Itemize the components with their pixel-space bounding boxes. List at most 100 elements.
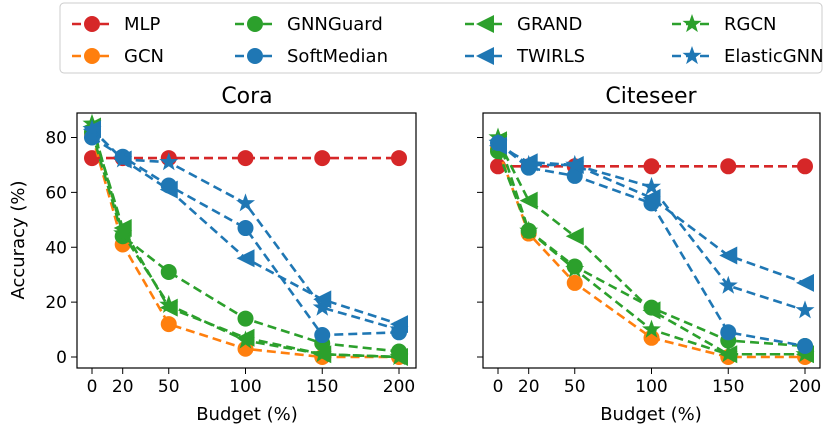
data-point bbox=[237, 310, 254, 327]
data-point bbox=[719, 246, 738, 265]
data-point bbox=[389, 347, 409, 366]
panel-title-citeseer: Citeseer bbox=[605, 84, 697, 109]
legend-label: RGCN bbox=[724, 14, 777, 35]
data-point bbox=[160, 263, 177, 280]
data-point bbox=[82, 119, 102, 138]
legend-entry-grand: GRAND bbox=[465, 14, 582, 35]
data-point bbox=[312, 344, 332, 363]
data-point bbox=[565, 227, 584, 246]
x-tick-label: 200 bbox=[383, 377, 415, 397]
data-point bbox=[718, 344, 738, 363]
x-tick-label: 0 bbox=[493, 377, 504, 397]
data-point bbox=[565, 259, 585, 278]
data-point bbox=[642, 301, 661, 320]
series-line bbox=[496, 139, 805, 356]
legend-label: GNNGuard bbox=[287, 14, 383, 35]
legend-entry-twirls: TWIRLS bbox=[465, 46, 585, 67]
legend-entry-rgcn: RGCN bbox=[672, 14, 777, 35]
data-point bbox=[519, 154, 539, 173]
data-point bbox=[159, 180, 178, 199]
series-line bbox=[497, 144, 806, 285]
legend-marker bbox=[84, 16, 100, 32]
data-point bbox=[488, 133, 508, 152]
data-point bbox=[113, 223, 133, 242]
legend-label: GRAND bbox=[517, 14, 582, 35]
series-mlp bbox=[490, 158, 813, 175]
legend: MLP GCN GNNGuard SoftMedian GRAND TWIRLS RGCN E… bbox=[59, 2, 824, 74]
x-axis-label-cora: Budget (%) bbox=[196, 404, 298, 425]
data-point bbox=[642, 319, 661, 338]
data-point bbox=[160, 316, 177, 333]
legend-entry-gnnguard: GNNGuard bbox=[235, 14, 383, 35]
data-point bbox=[796, 273, 814, 292]
data-point bbox=[565, 154, 585, 173]
legend-marker bbox=[682, 46, 702, 65]
data-point bbox=[236, 249, 255, 268]
legend-marker bbox=[476, 15, 494, 33]
series-line bbox=[90, 134, 399, 359]
data-point bbox=[519, 191, 538, 210]
y-axis-label: Accuracy (%) bbox=[8, 180, 29, 299]
data-point bbox=[566, 274, 583, 291]
data-point bbox=[312, 297, 332, 316]
legend-label: ElasticGNN bbox=[724, 46, 824, 67]
data-point bbox=[237, 220, 254, 237]
legend-frame bbox=[59, 2, 823, 74]
x-tick-label: 20 bbox=[112, 377, 134, 397]
data-point bbox=[389, 319, 409, 338]
data-point bbox=[720, 158, 737, 175]
series-line bbox=[90, 123, 400, 359]
legend-entry-mlp: MLP bbox=[72, 14, 161, 35]
data-point bbox=[236, 193, 255, 212]
x-tick-label: 150 bbox=[712, 377, 744, 397]
data-point bbox=[797, 338, 813, 355]
legend-label: MLP bbox=[124, 14, 161, 35]
data-point bbox=[236, 330, 255, 349]
panel-citeseer: 0 20 50 100 150 200 bbox=[477, 112, 821, 397]
data-point bbox=[519, 220, 539, 239]
legend-label: TWIRLS bbox=[516, 46, 585, 67]
legend-entry-gcn: GCN bbox=[72, 46, 164, 67]
series-line bbox=[497, 141, 806, 312]
data-point bbox=[113, 149, 133, 168]
data-point bbox=[84, 150, 100, 167]
legend-entry-elasticgnn: ElasticGNN bbox=[672, 46, 824, 67]
legend-marker bbox=[476, 47, 494, 65]
legend-marker bbox=[247, 16, 263, 32]
x-tick-label: 150 bbox=[306, 377, 338, 397]
data-point bbox=[314, 327, 331, 344]
x-tick-label: 100 bbox=[229, 377, 261, 397]
data-point bbox=[159, 152, 179, 171]
data-point bbox=[720, 324, 737, 341]
y-tick-label: 40 bbox=[45, 238, 67, 258]
data-point bbox=[643, 158, 660, 175]
x-tick-label: 50 bbox=[158, 377, 180, 397]
data-point bbox=[795, 300, 815, 319]
legend-marker bbox=[84, 48, 100, 64]
legend-label: GCN bbox=[124, 46, 164, 67]
data-point bbox=[797, 158, 813, 175]
data-point bbox=[391, 150, 407, 167]
x-axis-label-citeseer: Budget (%) bbox=[600, 404, 702, 425]
x-tick-label: 50 bbox=[564, 377, 586, 397]
data-point bbox=[159, 294, 179, 313]
data-point bbox=[642, 176, 661, 195]
panel-cora: 0 20 50 100 150 200 0 20 40 60 80 bbox=[45, 112, 417, 397]
x-tick-label: 200 bbox=[789, 377, 821, 397]
data-point bbox=[566, 167, 583, 184]
x-tick-label: 20 bbox=[518, 377, 540, 397]
y-tick-label: 60 bbox=[45, 183, 67, 203]
series-line bbox=[91, 128, 400, 331]
series-elasticgnn bbox=[82, 119, 409, 338]
y-tick-label: 0 bbox=[56, 348, 67, 368]
legend-marker bbox=[247, 48, 263, 64]
x-tick-label: 0 bbox=[87, 377, 98, 397]
legend-label: SoftMedian bbox=[287, 46, 388, 67]
y-tick-label: 20 bbox=[45, 293, 67, 313]
x-tick-label: 100 bbox=[635, 377, 667, 397]
series-line bbox=[91, 136, 400, 337]
axes-frame bbox=[76, 112, 417, 369]
data-point bbox=[237, 150, 254, 167]
y-tick-label: 80 bbox=[45, 129, 67, 149]
